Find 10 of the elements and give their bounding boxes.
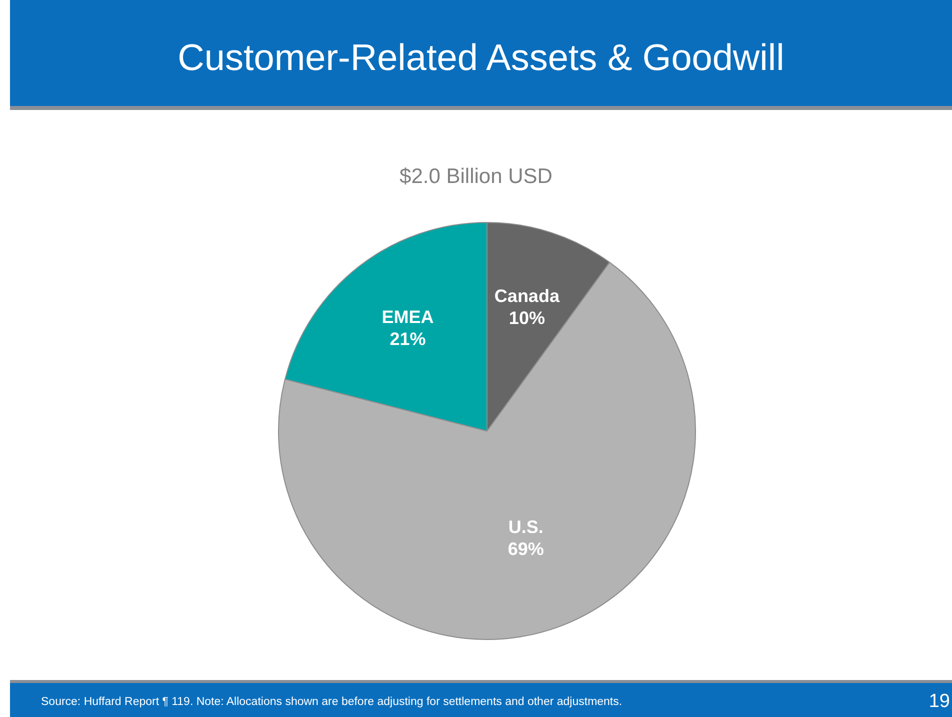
slice-label: U.S.	[508, 516, 544, 537]
chart-title: Customer-Related Assets & Goodwill	[176, 36, 786, 80]
data-label: 69%	[508, 538, 544, 559]
chart-subtitle: $2.0 Billion USD	[398, 165, 554, 189]
data-label: 21%	[390, 328, 426, 349]
slice-label: Canada	[494, 286, 560, 306]
slice-label: EMEA	[382, 306, 434, 327]
data-label: 10%	[508, 308, 545, 328]
text: 19	[928, 691, 950, 713]
source-note: Source: Huffard Report ¶ 119. Note: Allocations shown are before adjusting for settlements and other adjustments.	[41, 696, 622, 708]
